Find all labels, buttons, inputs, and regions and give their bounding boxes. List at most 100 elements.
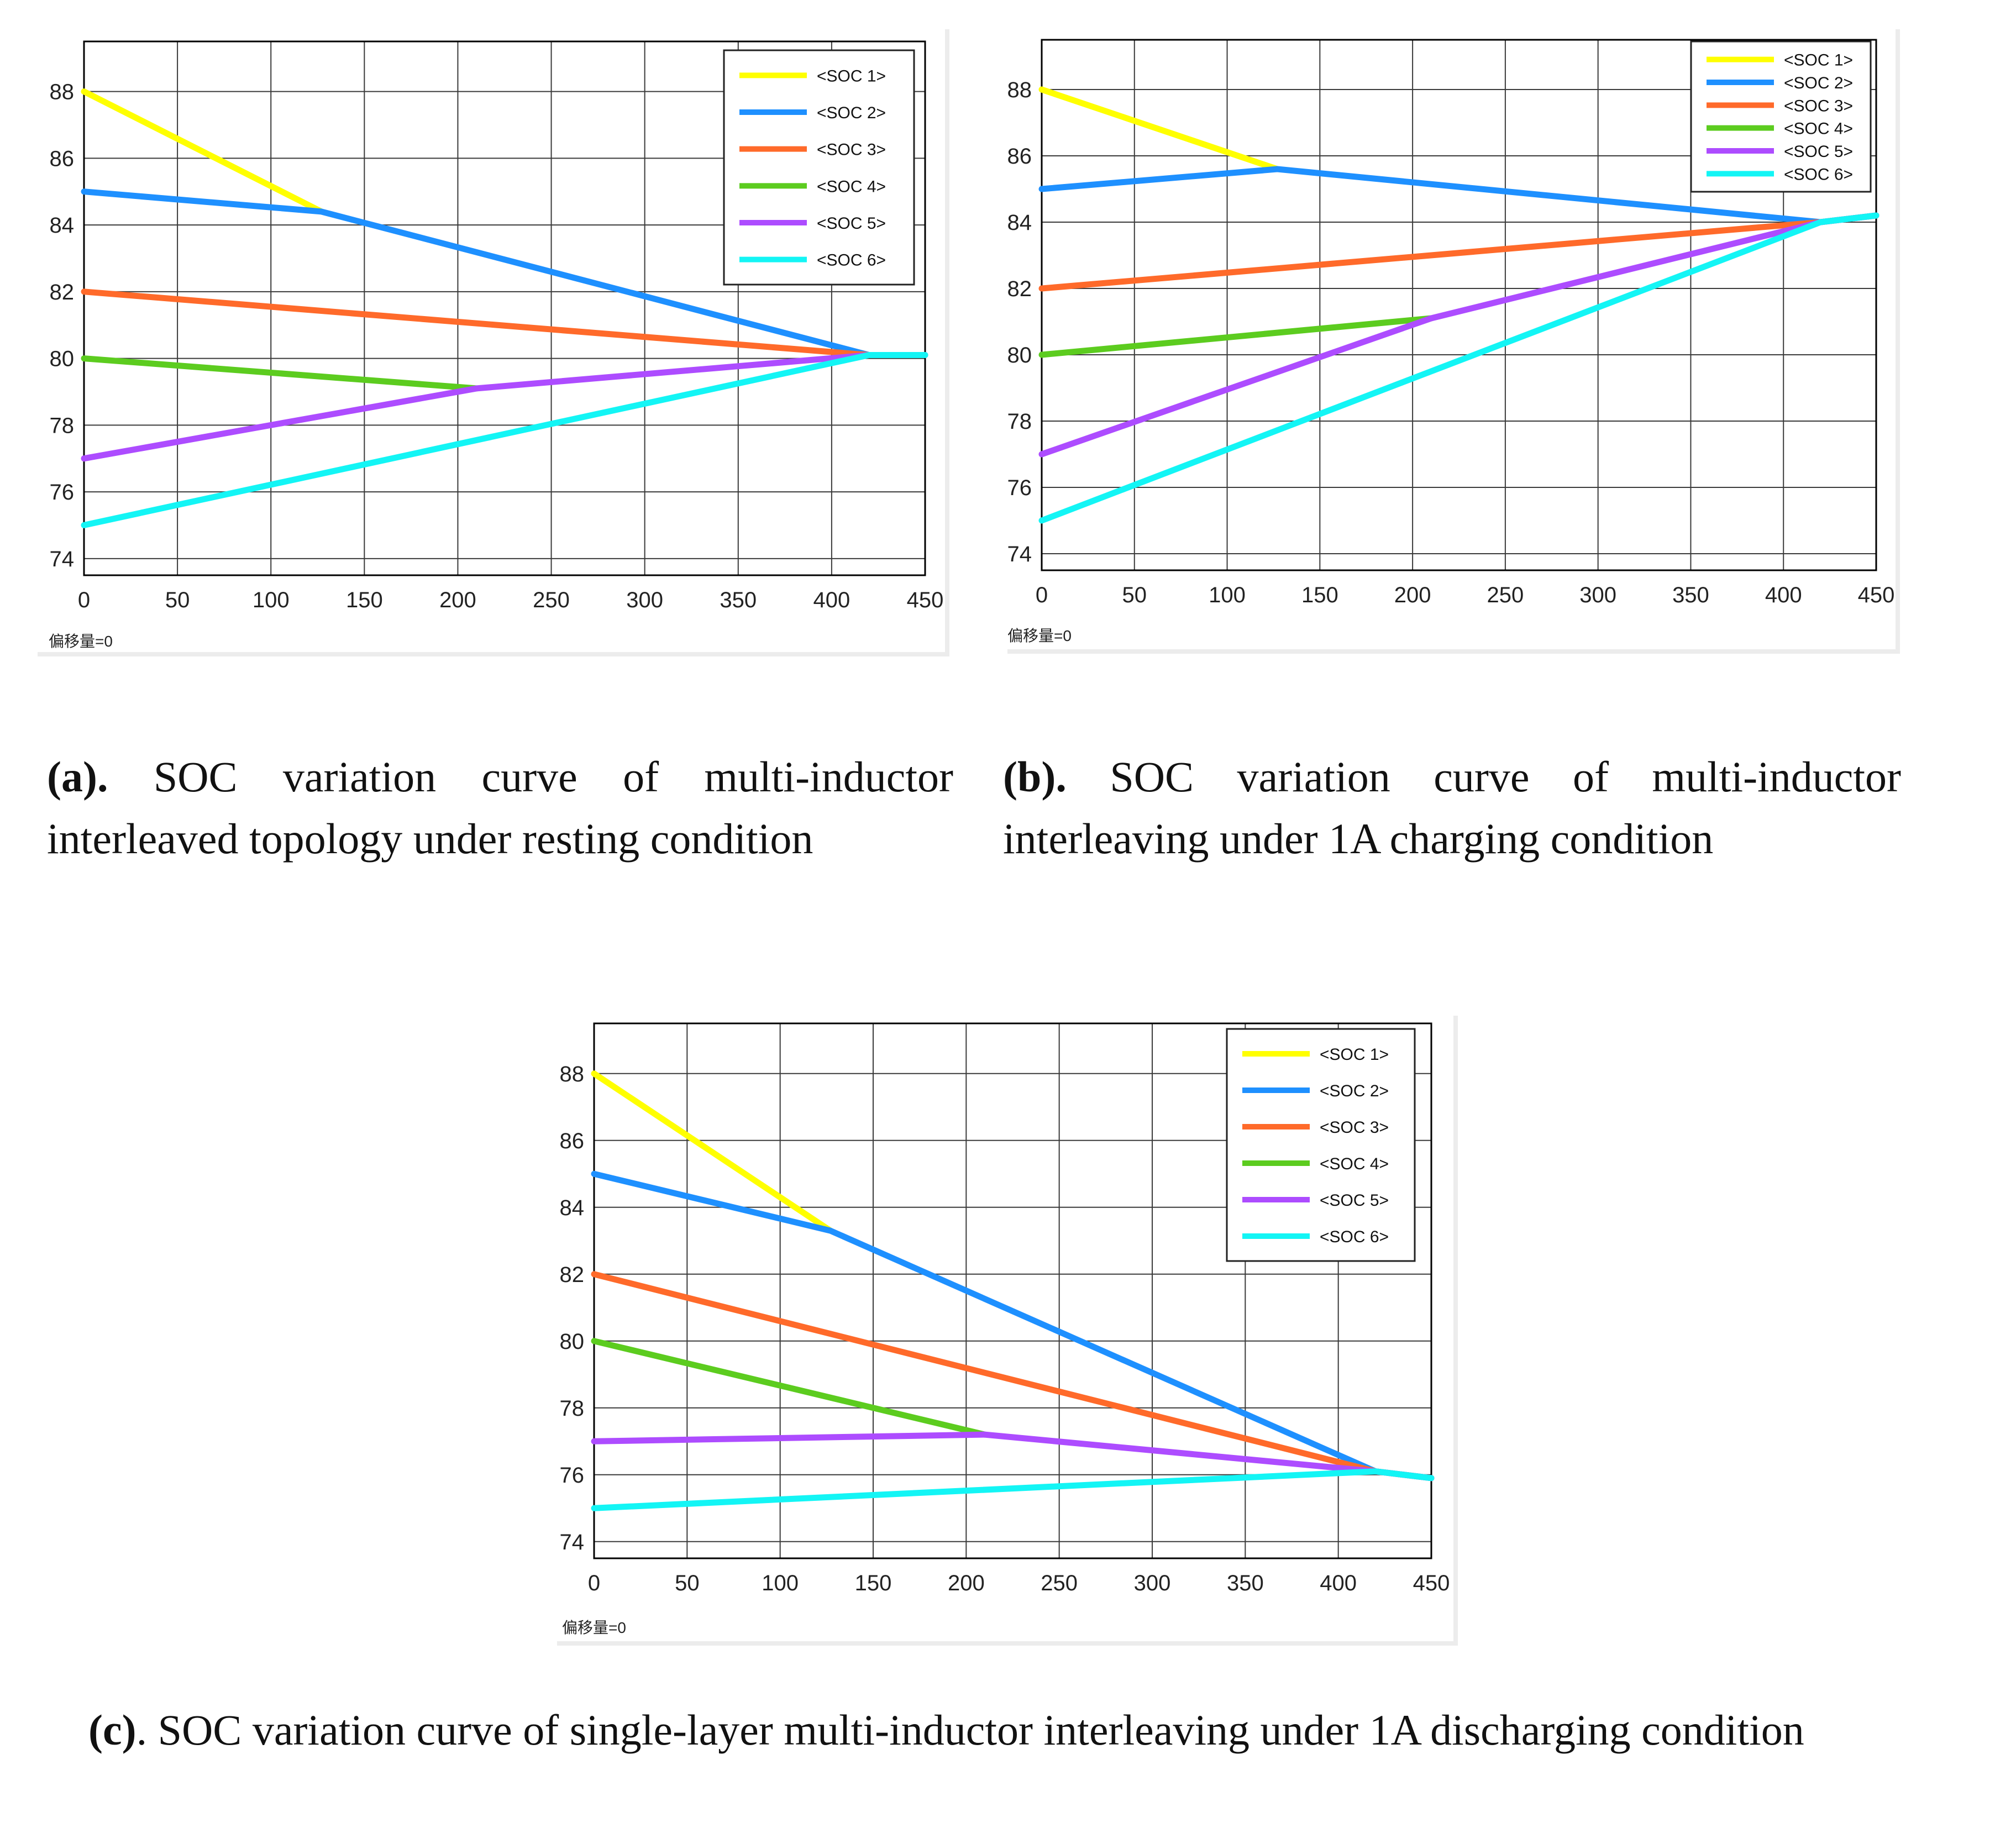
- x-tick-label: 450: [907, 588, 944, 612]
- series-line-soc-1: [1038, 86, 1280, 172]
- legend-entry: <SOC 2>: [817, 104, 886, 122]
- caption-a: (a). SOC variation curve of multi-induct…: [47, 746, 953, 870]
- x-tick-label: 50: [675, 1571, 700, 1595]
- legend-entry: <SOC 5>: [817, 214, 886, 233]
- series-line-soc-6: [81, 352, 928, 528]
- caption-a-label: (a).: [47, 753, 108, 801]
- x-tick-label: 150: [855, 1571, 892, 1595]
- caption-c-text: . SOC variation curve of single-layer mu…: [136, 1706, 1804, 1754]
- x-tick-label: 450: [1413, 1571, 1450, 1595]
- legend: <SOC 1> <SOC 2> <SOC 3> <SOC 4> <SOC 5> <SOC …: [1226, 1028, 1416, 1262]
- y-tick-label: 80: [560, 1330, 585, 1354]
- y-tick-label: 80: [50, 347, 75, 371]
- axes-frame: [1041, 39, 1877, 571]
- x-tick-label: 200: [948, 1571, 985, 1595]
- y-tick-label: 84: [560, 1196, 585, 1220]
- chart-panel-b: 0 50 100 150 200 250 300 350 400 450 74 76 78 80 82 84 8…: [1003, 25, 1896, 649]
- x-tick-label: 0: [78, 588, 90, 612]
- y-tick-label: 76: [1007, 476, 1032, 500]
- x-tick-label: 100: [762, 1571, 799, 1595]
- x-tick-label: 200: [439, 588, 476, 612]
- y-tick-label: 86: [1007, 144, 1032, 169]
- legend-entry: <SOC 4>: [1320, 1155, 1389, 1173]
- chart-panel-a: 0 50 100 150 200 250 300 350 400 450 74 76 78 80 82 84 8…: [33, 25, 945, 652]
- legend-entry: <SOC 2>: [1320, 1082, 1389, 1100]
- legend-entry: <SOC 4>: [1784, 120, 1853, 138]
- offset-label: 偏移量=0: [1007, 627, 1072, 644]
- caption-c-label: (c): [88, 1706, 136, 1754]
- x-tick-label: 50: [165, 588, 190, 612]
- x-tick-label: 250: [533, 588, 570, 612]
- y-tick-label: 78: [50, 413, 75, 438]
- x-tick-label: 450: [1858, 583, 1895, 607]
- x-tick-label: 350: [1672, 583, 1709, 607]
- y-tick-label: 84: [50, 213, 75, 238]
- x-tick-label: 250: [1487, 583, 1524, 607]
- series-line-soc-1: [81, 88, 324, 215]
- series-line-soc-6: [591, 1468, 1435, 1511]
- x-tick-label: 300: [1579, 583, 1616, 607]
- caption-a-text: SOC variation curve of multi-inductor in…: [47, 753, 953, 863]
- y-tick-label: 84: [1007, 211, 1032, 235]
- x-tick-label: 150: [1301, 583, 1338, 607]
- legend-box: [1226, 1028, 1416, 1262]
- legend-entry: <SOC 2>: [1784, 74, 1853, 92]
- legend: <SOC 1> <SOC 2> <SOC 3> <SOC 4> <SOC 5> <SOC …: [1690, 40, 1872, 193]
- x-tick-label: 0: [588, 1571, 600, 1595]
- legend-entry: <SOC 6>: [817, 251, 886, 270]
- legend-entry: <SOC 5>: [1784, 143, 1853, 161]
- caption-c: (c). SOC variation curve of single-layer…: [88, 1699, 1995, 1761]
- legend-entry: <SOC 3>: [1320, 1118, 1389, 1137]
- legend-entry: <SOC 5>: [1320, 1191, 1389, 1210]
- y-tick-label: 82: [1007, 277, 1032, 301]
- x-tick-label: 100: [253, 588, 290, 612]
- x-tick-label: 400: [813, 588, 851, 612]
- y-tick-label: 74: [1007, 542, 1032, 566]
- x-tick-label: 350: [720, 588, 757, 612]
- chart-b-svg: 0 50 100 150 200 250 300 350 400 450 74 76 78 80 82 84 8…: [1007, 39, 1895, 644]
- chart-a-svg: 0 50 100 150 200 250 300 350 400 450 74 76 78 80 82 84 8…: [49, 40, 944, 650]
- y-tick-label: 88: [50, 80, 75, 104]
- x-tick-label: 300: [1134, 1571, 1171, 1595]
- legend: <SOC 1> <SOC 2> <SOC 3> <SOC 4> <SOC 5> <SOC …: [723, 49, 915, 286]
- legend-entry: <SOC 6>: [1784, 165, 1853, 183]
- x-tick-label: 400: [1765, 583, 1802, 607]
- series-line-soc-6: [1038, 212, 1880, 524]
- y-tick-label: 76: [50, 480, 75, 505]
- x-tick-label: 100: [1209, 583, 1246, 607]
- chart-c-svg: 0 50 100 150 200 250 300 350 400 450 74 76 78 80 82 84 8…: [560, 1022, 1450, 1636]
- y-tick-label: 82: [50, 280, 75, 304]
- y-tick-label: 80: [1007, 343, 1032, 367]
- y-tick-label: 86: [50, 146, 75, 171]
- y-tick-label: 88: [560, 1062, 585, 1086]
- y-tick-label: 78: [560, 1396, 585, 1421]
- y-tick-label: 78: [1007, 409, 1032, 434]
- x-tick-label: 150: [346, 588, 383, 612]
- legend-entry: <SOC 3>: [1784, 97, 1853, 115]
- legend-entry: <SOC 3>: [817, 141, 886, 159]
- axes-frame: [83, 40, 926, 576]
- legend-entry: <SOC 1>: [1784, 51, 1853, 70]
- caption-b: (b). SOC variation curve of multi-induct…: [1003, 746, 1901, 870]
- y-tick-label: 74: [50, 547, 75, 571]
- x-tick-label: 200: [1394, 583, 1431, 607]
- y-tick-label: 88: [1007, 78, 1032, 102]
- offset-label: 偏移量=0: [49, 633, 113, 650]
- y-tick-label: 74: [560, 1530, 585, 1554]
- y-tick-label: 86: [560, 1129, 585, 1153]
- caption-b-label: (b).: [1003, 753, 1067, 801]
- chart-panel-c: 0 50 100 150 200 250 300 350 400 450 74 76 78 80 82 84 8…: [553, 1011, 1453, 1641]
- x-tick-label: 350: [1227, 1571, 1264, 1595]
- y-tick-label: 82: [560, 1263, 585, 1287]
- series-line-soc-4: [591, 1338, 988, 1438]
- x-tick-label: 400: [1320, 1571, 1357, 1595]
- axes-frame: [593, 1022, 1432, 1559]
- legend-box: [723, 49, 915, 286]
- series-line-soc-4: [1038, 315, 1435, 358]
- x-tick-label: 0: [1036, 583, 1048, 607]
- legend-entry: <SOC 6>: [1320, 1228, 1389, 1246]
- x-tick-label: 300: [626, 588, 663, 612]
- legend-entry: <SOC 1>: [1320, 1046, 1389, 1064]
- offset-label: 偏移量=0: [562, 1619, 626, 1636]
- x-tick-label: 50: [1122, 583, 1147, 607]
